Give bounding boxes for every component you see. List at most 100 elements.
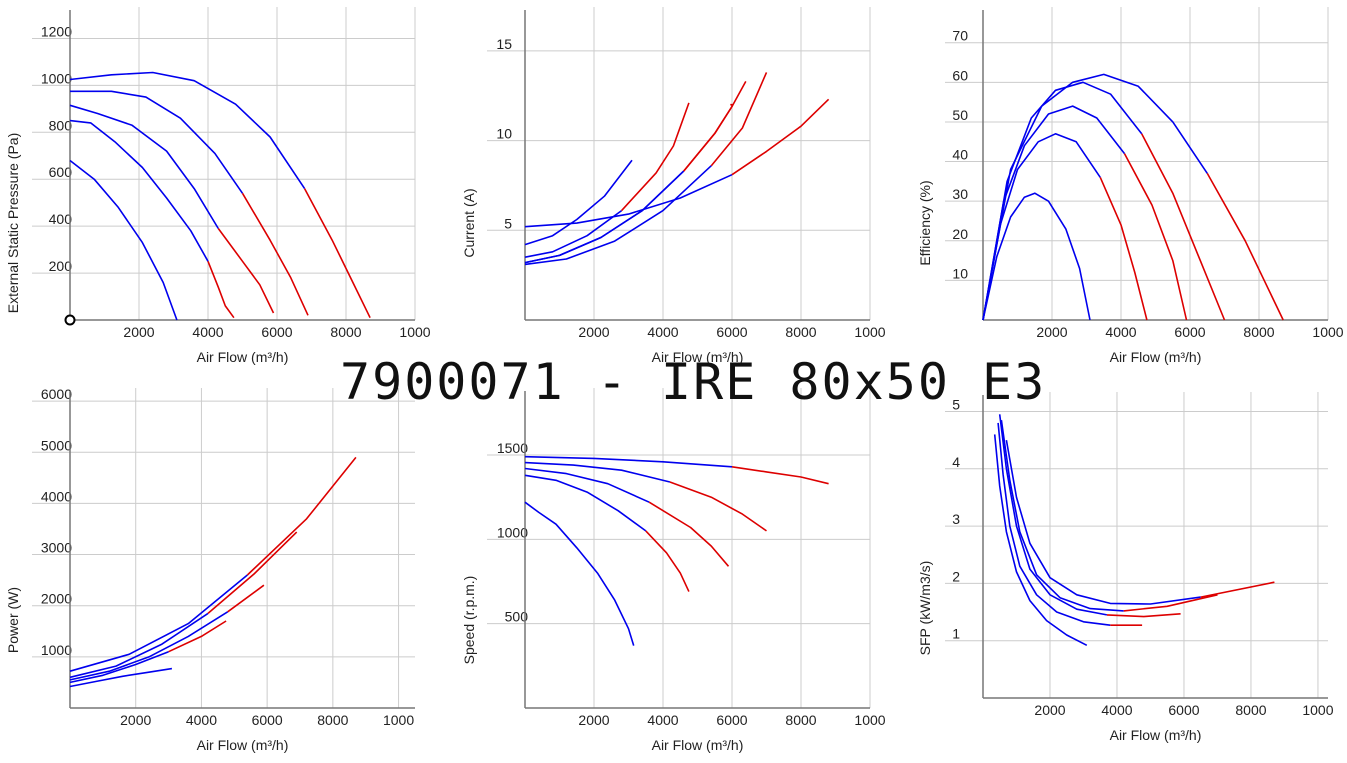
series-line-highlight bbox=[207, 261, 235, 319]
current-chart: 2000 4000 6000 8000 1000 5 10 15 Air Flow (m³/h)… bbox=[461, 7, 886, 365]
x-tick-label: 8000 bbox=[785, 712, 816, 728]
efficiency-chart: 2000 4000 6000 8000 1000 10 20 30 40 50 60 70 Air Fl… bbox=[917, 7, 1344, 365]
y-tick-label: 40 bbox=[952, 147, 968, 163]
y-axis-label: External Static Pressure (Pa) bbox=[5, 133, 21, 314]
series-line-highlight bbox=[303, 188, 371, 319]
y-axis-label: Power (W) bbox=[5, 587, 21, 653]
x-tick-label: 1000 bbox=[1312, 324, 1343, 340]
y-tick-label: 600 bbox=[49, 164, 73, 180]
x-tick-label: 1000 bbox=[854, 324, 885, 340]
series-line bbox=[524, 170, 685, 264]
series-line bbox=[69, 159, 178, 321]
y-tick-label: 15 bbox=[496, 36, 512, 52]
series-line-highlight bbox=[645, 530, 690, 592]
y-tick-label: 800 bbox=[49, 117, 73, 133]
x-tick-label: 4000 bbox=[192, 324, 223, 340]
series-line bbox=[69, 104, 219, 229]
series-line bbox=[69, 71, 306, 190]
x-tick-label: 8000 bbox=[317, 712, 348, 728]
series-line-highlight bbox=[621, 102, 690, 212]
y-tick-label: 50 bbox=[952, 107, 968, 123]
y-tick-label: 1000 bbox=[41, 642, 72, 658]
series-line-highlight bbox=[227, 584, 265, 613]
y-tick-label: 4 bbox=[952, 454, 960, 470]
series-line-highlight bbox=[246, 456, 357, 576]
speed-chart: 2000 4000 6000 8000 1000 500 1000 1500 Air Flow … bbox=[461, 388, 886, 753]
x-tick-label: 2000 bbox=[123, 324, 154, 340]
power-chart: 2000 4000 6000 8000 1000 1000 2000 3000 4000 5000… bbox=[5, 386, 415, 753]
series-line bbox=[524, 474, 647, 532]
series-line-highlight bbox=[731, 98, 830, 176]
x-tick-label: 2000 bbox=[1036, 324, 1067, 340]
x-tick-label: 4000 bbox=[186, 712, 217, 728]
series-line-highlight bbox=[1140, 133, 1226, 321]
x-tick-label: 4000 bbox=[647, 324, 678, 340]
origin-marker bbox=[64, 314, 76, 326]
x-tick-label: 6000 bbox=[1168, 702, 1199, 718]
series-line-highlight bbox=[1200, 581, 1275, 598]
series-line bbox=[997, 422, 1111, 626]
series-line bbox=[982, 73, 1208, 321]
x-tick-label: 1000 bbox=[399, 324, 430, 340]
y-tick-label: 400 bbox=[49, 211, 73, 227]
series-line bbox=[1005, 439, 1201, 605]
series-line bbox=[69, 612, 209, 679]
series-line-highlight bbox=[683, 81, 747, 172]
x-tick-label: 1000 bbox=[383, 712, 414, 728]
x-tick-label: 4000 bbox=[1101, 702, 1132, 718]
series-line bbox=[524, 170, 685, 264]
y-tick-label: 500 bbox=[505, 609, 529, 625]
y-tick-label: 6000 bbox=[41, 386, 72, 402]
series-line bbox=[524, 455, 733, 468]
x-tick-label: 8000 bbox=[330, 324, 361, 340]
series-line-highlight bbox=[1106, 613, 1181, 618]
series-line bbox=[1000, 419, 1124, 612]
series-line bbox=[69, 650, 169, 684]
x-tick-label: 2000 bbox=[1034, 702, 1065, 718]
series-line bbox=[998, 414, 1108, 616]
series-line bbox=[69, 667, 173, 688]
series-line bbox=[524, 209, 623, 258]
series-line bbox=[524, 467, 650, 503]
series-line bbox=[524, 173, 733, 228]
x-tick-label: 6000 bbox=[252, 712, 283, 728]
y-tick-label: 10 bbox=[952, 265, 968, 281]
y-tick-label: 5000 bbox=[41, 437, 72, 453]
series-line bbox=[69, 119, 209, 262]
series-line bbox=[982, 192, 1091, 321]
y-tick-label: 10 bbox=[496, 126, 512, 142]
series-line bbox=[69, 611, 229, 681]
y-tick-label: 1 bbox=[952, 626, 960, 642]
y-tick-label: 1000 bbox=[497, 524, 528, 540]
series-line-highlight bbox=[168, 620, 227, 653]
y-tick-label: 70 bbox=[952, 28, 968, 44]
y-tick-label: 20 bbox=[952, 226, 968, 242]
series-line bbox=[69, 574, 248, 672]
x-tick-label: 1000 bbox=[1302, 702, 1333, 718]
series-line-highlight bbox=[207, 531, 298, 615]
x-tick-label: 6000 bbox=[716, 712, 747, 728]
series-line-highlight bbox=[241, 192, 309, 316]
x-axis-label: Air Flow (m³/h) bbox=[652, 349, 744, 365]
pressure-chart: 2000 4000 6000 8000 1000 200 400 600 800 1000 1200… bbox=[5, 7, 431, 365]
x-axis-label: Air Flow (m³/h) bbox=[1110, 727, 1202, 743]
y-axis-label: Speed (r.p.m.) bbox=[461, 576, 477, 665]
y-tick-label: 30 bbox=[952, 186, 968, 202]
series-line-highlight bbox=[648, 501, 730, 567]
x-tick-label: 6000 bbox=[716, 324, 747, 340]
x-tick-label: 2000 bbox=[120, 712, 151, 728]
x-axis-label: Air Flow (m³/h) bbox=[652, 737, 744, 753]
y-tick-label: 3 bbox=[952, 511, 960, 527]
x-tick-label: 8000 bbox=[1243, 324, 1274, 340]
series-line-highlight bbox=[710, 72, 768, 167]
x-tick-label: 2000 bbox=[578, 324, 609, 340]
x-tick-label: 4000 bbox=[647, 712, 678, 728]
y-tick-label: 1000 bbox=[41, 70, 72, 86]
series-line-highlight bbox=[669, 481, 767, 532]
series-line-highlight bbox=[1206, 173, 1284, 321]
y-tick-label: 200 bbox=[49, 258, 73, 274]
series-line bbox=[524, 461, 671, 483]
y-tick-label: 4000 bbox=[41, 488, 72, 504]
y-tick-label: 1200 bbox=[41, 23, 72, 39]
x-tick-label: 6000 bbox=[1174, 324, 1205, 340]
